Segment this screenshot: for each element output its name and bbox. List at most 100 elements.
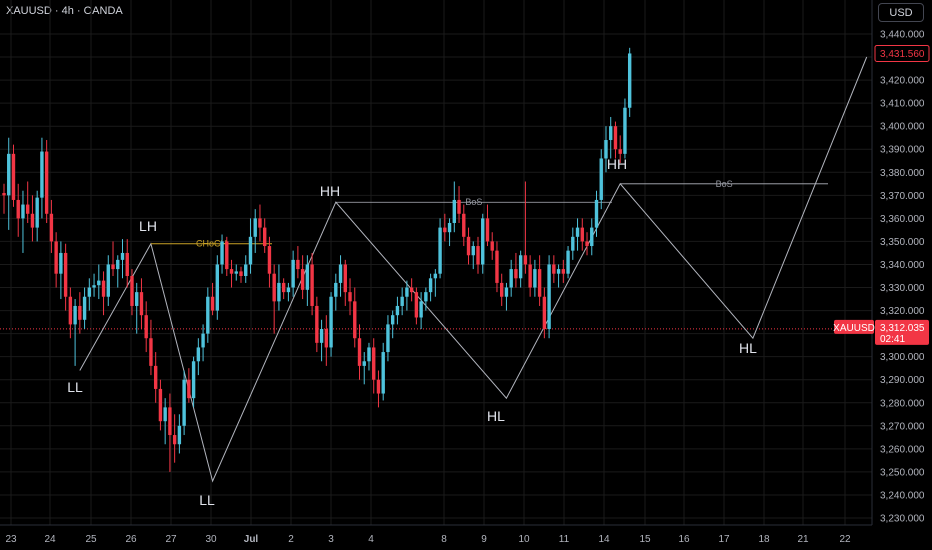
candle bbox=[215, 255, 219, 320]
candle-body bbox=[599, 158, 603, 200]
candle bbox=[111, 241, 115, 276]
candle bbox=[315, 296, 319, 353]
candle bbox=[528, 255, 532, 297]
candle-body bbox=[296, 259, 300, 270]
y-tick-label: 3,230.000 bbox=[880, 514, 925, 525]
candle-body bbox=[466, 236, 471, 256]
grid bbox=[0, 0, 872, 525]
candle-body bbox=[272, 273, 276, 302]
x-tick-label: 15 bbox=[639, 534, 651, 545]
candle bbox=[390, 310, 395, 339]
candle bbox=[604, 126, 608, 173]
candle-body bbox=[92, 285, 96, 288]
current-price-box bbox=[874, 44, 930, 62]
candle-body bbox=[319, 329, 324, 343]
candle bbox=[343, 259, 347, 306]
reference-price-label: 3,312.035 bbox=[880, 323, 925, 334]
candle-body bbox=[206, 296, 210, 334]
candle-body bbox=[97, 280, 101, 286]
candle bbox=[438, 218, 442, 279]
swing-label: HL bbox=[739, 340, 757, 356]
candle bbox=[590, 218, 594, 256]
candle-body bbox=[580, 227, 584, 242]
candle-body bbox=[390, 315, 395, 325]
candle bbox=[239, 266, 243, 283]
x-tick-label: 8 bbox=[441, 534, 447, 545]
candle-body bbox=[253, 218, 257, 237]
candle-body bbox=[462, 213, 466, 237]
candle bbox=[443, 213, 447, 242]
candle-body bbox=[414, 292, 419, 318]
candle-body bbox=[372, 347, 376, 380]
candle bbox=[386, 315, 390, 362]
candle bbox=[144, 301, 148, 353]
candle-body bbox=[286, 287, 291, 293]
candle bbox=[433, 269, 438, 297]
candle-body bbox=[7, 153, 11, 196]
candles bbox=[2, 47, 632, 472]
x-tick-label: 14 bbox=[598, 534, 610, 545]
candle-body bbox=[547, 264, 551, 330]
candle bbox=[191, 356, 196, 408]
candle bbox=[87, 278, 92, 311]
candle-body bbox=[338, 264, 343, 283]
candle-body bbox=[63, 252, 68, 297]
candle-body bbox=[44, 151, 49, 214]
candle bbox=[372, 338, 376, 394]
x-tick-label: 30 bbox=[205, 534, 217, 545]
chart-title: XAUUSD · 4h · OANDA bbox=[6, 5, 123, 17]
candle bbox=[447, 218, 452, 247]
candle-body bbox=[310, 264, 314, 306]
candle-body bbox=[54, 241, 58, 274]
swing-label: HH bbox=[607, 156, 627, 172]
candle-body bbox=[514, 269, 518, 279]
y-tick-label: 3,260.000 bbox=[880, 444, 925, 455]
candle bbox=[153, 352, 158, 403]
price-axis[interactable]: 3,440.0003,430.0003,420.0003,410.0003,40… bbox=[871, 0, 925, 525]
y-tick-label: 3,380.000 bbox=[880, 168, 925, 179]
candle-body bbox=[523, 255, 528, 265]
candle bbox=[627, 47, 632, 117]
candle bbox=[537, 255, 542, 306]
candle-body bbox=[59, 252, 63, 274]
candle bbox=[253, 209, 257, 253]
candle-body bbox=[153, 365, 158, 389]
candle bbox=[623, 98, 627, 159]
candle bbox=[130, 269, 134, 316]
candle-body bbox=[177, 425, 182, 445]
candle-body bbox=[111, 264, 115, 270]
candle bbox=[267, 236, 272, 288]
candle bbox=[206, 287, 210, 343]
candle bbox=[324, 315, 329, 366]
candle bbox=[201, 324, 205, 362]
candle bbox=[92, 273, 96, 297]
currency-button[interactable]: USD bbox=[878, 3, 924, 22]
candle-body bbox=[87, 287, 92, 297]
candle-body bbox=[618, 149, 622, 154]
candle-body bbox=[348, 292, 352, 302]
candle bbox=[59, 241, 63, 300]
candle bbox=[353, 287, 357, 348]
candle bbox=[362, 352, 366, 385]
candle bbox=[428, 273, 433, 302]
candle-body bbox=[49, 213, 54, 242]
candle bbox=[187, 368, 191, 403]
swing-label: LL bbox=[67, 379, 83, 395]
candle bbox=[357, 324, 362, 380]
x-tick-label: 24 bbox=[44, 534, 56, 545]
candle bbox=[523, 181, 528, 274]
candle-body bbox=[101, 280, 106, 297]
candle-body bbox=[447, 222, 452, 233]
y-tick-label: 3,270.000 bbox=[880, 421, 925, 432]
candle bbox=[116, 255, 120, 288]
candle bbox=[7, 137, 11, 230]
time-axis[interactable]: 23 24 25 26 27 30 Jul 2 3 4 8 9 10 11 14 15 16 17 18 21 22 bbox=[0, 524, 872, 545]
candle bbox=[263, 218, 267, 253]
candle-body bbox=[353, 301, 357, 339]
candle bbox=[281, 278, 286, 300]
candle bbox=[172, 414, 177, 463]
candle bbox=[277, 264, 281, 311]
y-tick-label: 3,420.000 bbox=[880, 76, 925, 87]
candle-body bbox=[433, 273, 438, 279]
